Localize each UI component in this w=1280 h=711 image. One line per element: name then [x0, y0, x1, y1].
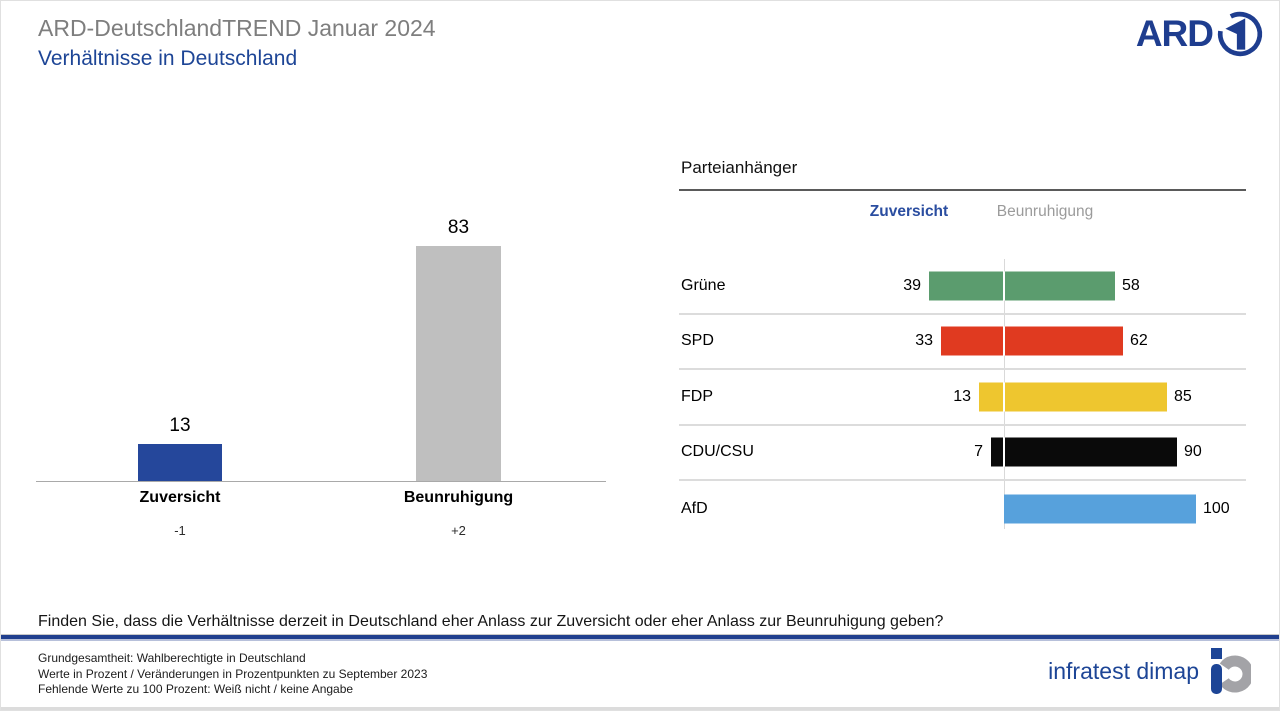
overall-bar-chart: 13 Zuversicht -1 83 Beunruhigung +2 [36, 201, 606, 538]
party-label: AfD [681, 499, 708, 517]
bar-segment-beunruhigung [1004, 382, 1167, 412]
party-panel-title: Parteianhänger [681, 158, 798, 177]
bar-segment-beunruhigung [1004, 494, 1196, 524]
bar [138, 444, 222, 481]
bar-value-label: 83 [447, 217, 470, 238]
zuversicht-value: 13 [953, 387, 971, 405]
bar-segment-beunruhigung [1004, 437, 1177, 467]
table-row: CDU/CSU 7 90 [679, 426, 1246, 481]
beunruhigung-value: 58 [1122, 276, 1140, 294]
bar-category-label: Zuversicht [139, 489, 221, 506]
table-row: AfD 100 [679, 481, 1246, 537]
bar-segment-zuversicht [929, 271, 1004, 301]
bar-segment-zuversicht [991, 437, 1004, 467]
survey-question: Finden Sie, dass die Verhältnisse derzei… [38, 613, 944, 630]
bar-segment-beunruhigung [1004, 326, 1123, 356]
ard-logo-text: ARD [1135, 13, 1214, 54]
table-row: FDP 13 85 [679, 370, 1246, 426]
bar [416, 246, 501, 481]
bar-segment-beunruhigung [1004, 271, 1115, 301]
footnote-line: Werte in Prozent / Veränderungen in Proz… [38, 666, 428, 681]
zuversicht-value: 33 [915, 332, 933, 350]
footnote-line: Fehlende Werte zu 100 Prozent: Weiß nich… [38, 682, 354, 696]
ard-one-circle-icon [1217, 11, 1263, 57]
party-label: CDU/CSU [681, 443, 754, 461]
beunruhigung-value: 90 [1184, 443, 1202, 461]
beunruhigung-value: 85 [1174, 387, 1192, 405]
infratest-dimap-icon [1211, 648, 1251, 694]
divider-line-top [1, 634, 1279, 635]
zuversicht-value: 7 [974, 443, 983, 461]
party-label: SPD [681, 332, 714, 350]
party-rows: Grüne 39 58 SPD 33 62 FDP 13 85 CDU/CSU 7 90 AfD 100 [679, 259, 1246, 537]
bar-segment-zuversicht [941, 326, 1004, 356]
column-header-beunruhigung: Beunruhigung [996, 203, 1094, 220]
party-label: Grüne [681, 276, 726, 294]
infratest-dimap-brand: infratest dimap [1048, 647, 1251, 695]
bottom-edge [1, 707, 1279, 710]
bar-segment-zuversicht [979, 382, 1004, 412]
axis-notch [1003, 326, 1005, 356]
axis-notch [1003, 271, 1005, 301]
footnote-line: Grundgesamtheit: Wahlberechtigte in Deut… [38, 651, 306, 665]
party-panel-rule [679, 189, 1246, 191]
divider-line-navy [1, 635, 1279, 639]
beunruhigung-value: 62 [1130, 332, 1148, 350]
party-panel: Parteianhänger Zuversicht Beunruhigung G… [679, 156, 1246, 529]
table-row: Grüne 39 58 [679, 259, 1246, 315]
page-title: ARD-DeutschlandTREND Januar 2024 [38, 15, 436, 41]
bar-change-label: -1 [174, 523, 186, 538]
column-header-zuversicht: Zuversicht [869, 203, 949, 220]
bar-value-label: 13 [169, 415, 191, 436]
party-label: FDP [681, 387, 713, 405]
beunruhigung-value: 100 [1203, 499, 1230, 517]
zuversicht-value: 39 [903, 276, 921, 294]
axis-notch [1003, 437, 1005, 467]
bar-category-label: Beunruhigung [403, 489, 514, 506]
footnotes: Grundgesamtheit: Wahlberechtigte in Deut… [38, 651, 427, 698]
bar-change-label: +2 [451, 523, 466, 538]
axis-notch [1003, 382, 1005, 412]
ard-logo: ARD [1136, 9, 1265, 59]
page-subtitle: Verhältnisse in Deutschland [38, 47, 298, 70]
table-row: SPD 33 62 [679, 315, 1246, 370]
infratest-dimap-text: infratest dimap [1048, 657, 1199, 684]
divider-line-light [1, 639, 1279, 641]
